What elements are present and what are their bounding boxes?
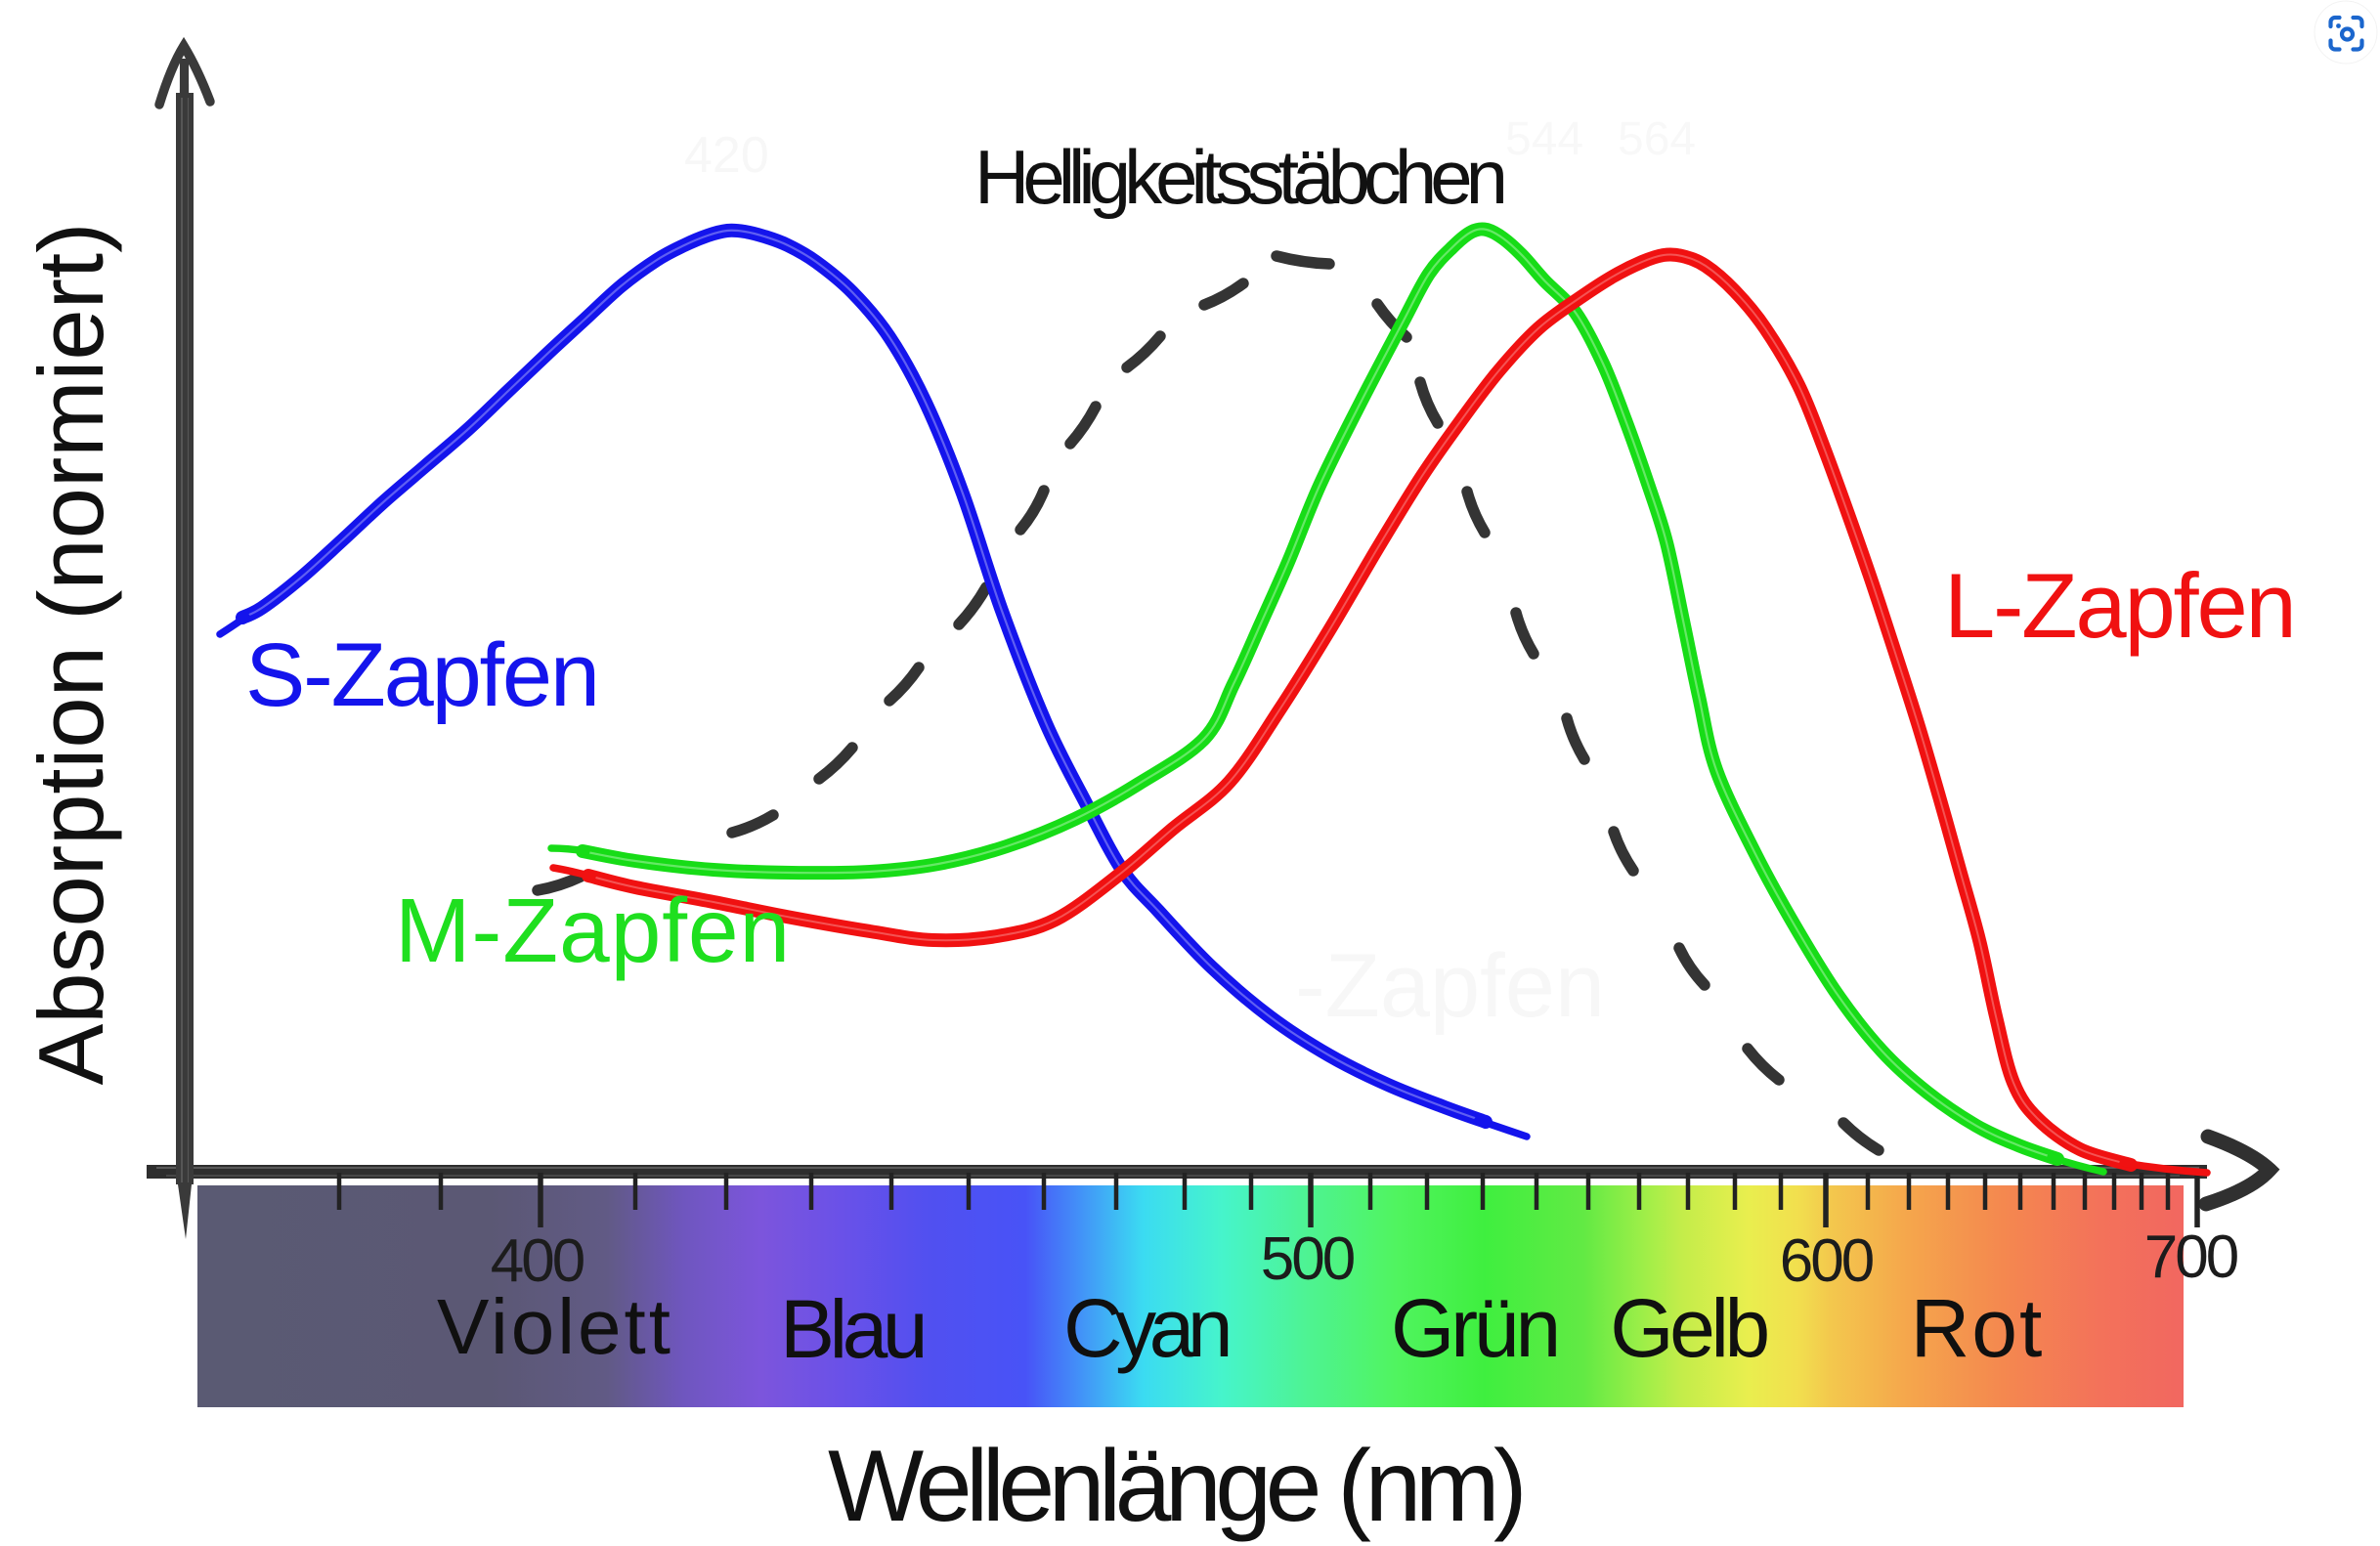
svg-text:700: 700 (2144, 1224, 2238, 1291)
svg-text:L-Zapfen: L-Zapfen (1944, 554, 2295, 657)
svg-text:564: 564 (1618, 113, 1696, 165)
svg-text:Rot: Rot (1911, 1282, 2045, 1374)
svg-text:Wellenlänge (nm): Wellenlänge (nm) (828, 1430, 1522, 1543)
svg-text:544: 544 (1505, 113, 1583, 165)
svg-text:420: 420 (684, 127, 769, 184)
svg-text:400: 400 (491, 1227, 584, 1295)
svg-text:600: 600 (1780, 1227, 1874, 1295)
svg-text:Helligkeitsstäbchen: Helligkeitsstäbchen (974, 134, 1504, 220)
svg-text:Blau: Blau (780, 1283, 924, 1375)
svg-text:M-Zapfen: M-Zapfen (395, 880, 791, 981)
svg-text:Violett: Violett (437, 1283, 673, 1370)
svg-text:-Zapfen: -Zapfen (1295, 936, 1605, 1036)
svg-text:Gelb: Gelb (1610, 1282, 1767, 1374)
svg-text:500: 500 (1261, 1225, 1355, 1293)
svg-text:Cyan: Cyan (1063, 1282, 1229, 1374)
svg-text:Absorption (normiert): Absorption (normiert) (20, 223, 122, 1086)
svg-text:Grün: Grün (1391, 1282, 1557, 1374)
svg-text:S-Zapfen: S-Zapfen (245, 625, 598, 725)
